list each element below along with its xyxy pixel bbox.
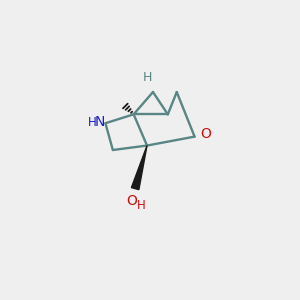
- Text: O: O: [127, 194, 138, 208]
- Text: H: H: [143, 71, 152, 84]
- Text: N: N: [95, 116, 105, 129]
- Text: H: H: [137, 200, 146, 212]
- Text: O: O: [200, 127, 211, 141]
- Polygon shape: [131, 146, 147, 190]
- Text: H: H: [88, 116, 96, 129]
